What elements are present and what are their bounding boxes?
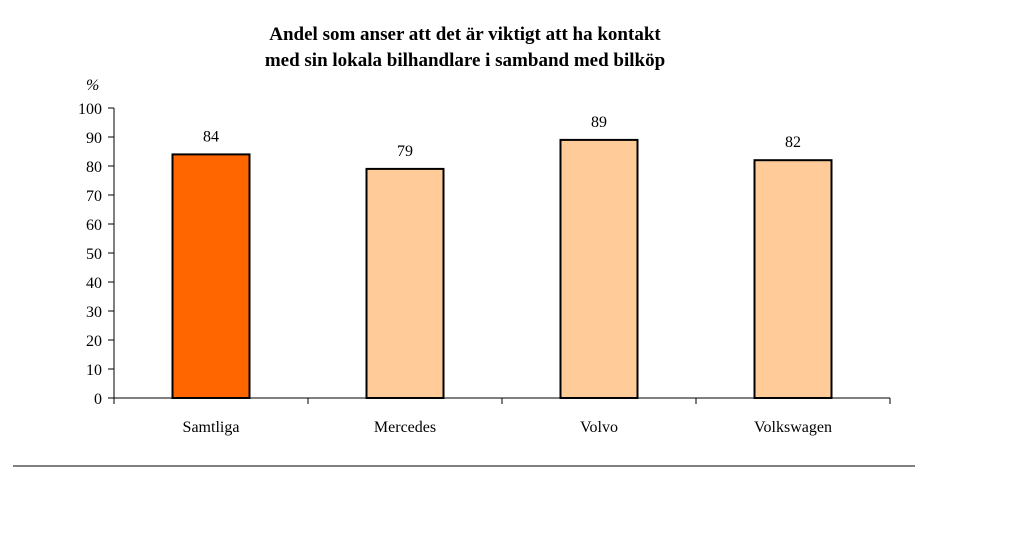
data-label: 89 [591, 114, 607, 131]
data-label: 79 [397, 143, 413, 160]
y-tick-label: 80 [86, 159, 102, 176]
data-label: 84 [203, 128, 219, 145]
x-tick-label: Samtliga [183, 419, 240, 436]
y-tick-label: 90 [86, 130, 102, 147]
y-tick-label: 20 [86, 333, 102, 350]
bar-volvo [559, 138, 639, 399]
x-tick-label: Volkswagen [754, 419, 832, 436]
chart-title-line-2: med sin lokala bilhandlare i samband med… [264, 50, 666, 71]
chart-title: Andel som anser att det är viktigt att h… [0, 22, 930, 74]
y-tick-label: 40 [86, 275, 102, 292]
y-tick-label: 10 [86, 362, 102, 379]
x-tick-label: Mercedes [374, 419, 436, 436]
y-axis-unit-label: % [86, 77, 99, 94]
bar-mercedes [365, 167, 445, 399]
y-tick-label: 70 [86, 188, 102, 205]
y-tick-label: 30 [86, 304, 102, 321]
data-label: 82 [785, 134, 801, 151]
y-tick-label: 60 [86, 217, 102, 234]
x-tick-label: Volvo [580, 419, 618, 436]
chart-title-line-1: Andel som anser att det är viktigt att h… [269, 24, 661, 45]
bar-samtliga [171, 153, 251, 399]
y-tick-label: 0 [94, 391, 102, 408]
y-tick-label: 100 [78, 101, 102, 118]
bar-volkswagen [753, 159, 833, 399]
y-tick-label: 50 [86, 246, 102, 263]
